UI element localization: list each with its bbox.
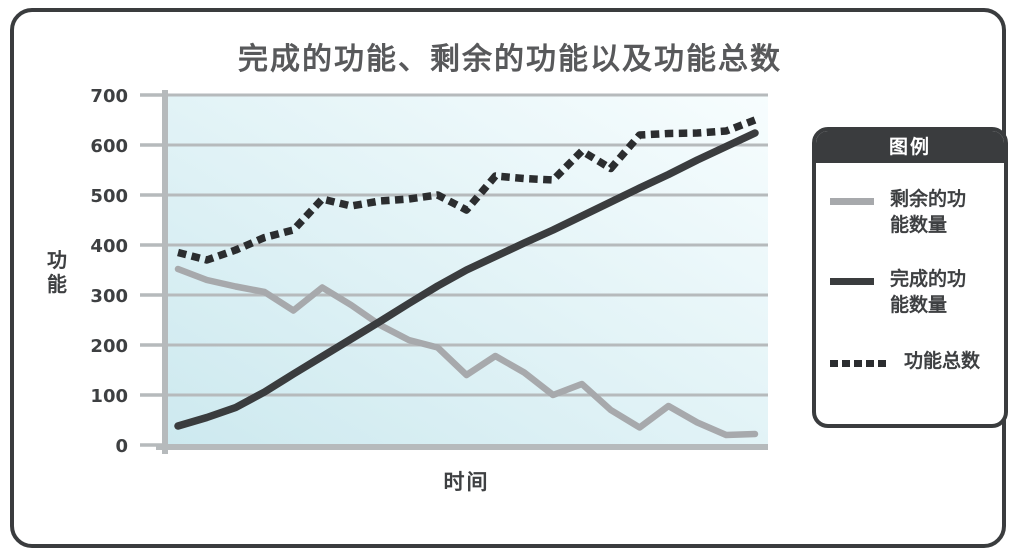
y-tick-label: 100 [90,386,128,407]
dashed-line-swatch [830,360,888,367]
chart-frame: 完成的功能、剩余的功能以及功能总数 功能 0 100 200 300 400 500 600… [10,8,1008,548]
y-tick-label: 0 [115,436,128,457]
legend-item-label: 完成的功能数量 [890,268,967,316]
legend-item-remaining: 剩余的功能数量 [830,187,998,238]
legend-item-completed: 完成的功能数量 [830,267,998,318]
x-axis-title: 时间 [443,470,490,494]
y-tick-label: 400 [90,236,128,257]
chart-title: 完成的功能、剩余的功能以及功能总数 [238,42,782,77]
gray-line-swatch [830,198,874,205]
legend-title: 图例 [816,131,1004,163]
y-tick-label: 200 [90,336,128,357]
y-tick-label: 300 [90,286,128,307]
series-line-remaining [174,265,759,439]
legend-item-total: 功能总数 [830,349,998,375]
y-tick-label: 700 [90,86,128,107]
legend-item-label: 功能总数 [904,350,981,372]
plot-area: 0 100 200 300 400 500 600 700 [90,86,768,457]
y-axis-title: 功能 [47,248,67,296]
y-tick-label: 600 [90,136,128,157]
dark-line-swatch [830,278,874,285]
series-line-completed [174,129,759,430]
legend-item-label: 剩余的功能数量 [890,188,967,236]
legend-box: 图例 剩余的功能数量 完成的功能数量 功能总数 [812,127,1008,428]
series-line-total [177,116,757,264]
y-tick-label: 500 [90,186,128,207]
